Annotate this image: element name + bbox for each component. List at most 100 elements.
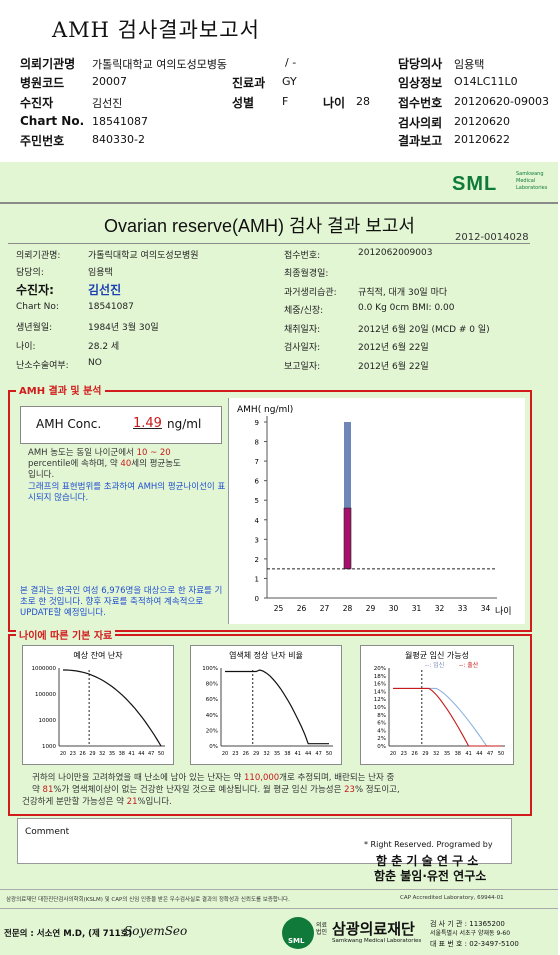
basic-summary-text: 귀하의 나이만을 고려하였을 때 난소에 남아 있는 난자는 약 110,000…: [22, 772, 522, 808]
amh-text: AMH 농도는 동일 나이군에서: [28, 448, 134, 458]
x-tick-label: 32: [99, 751, 105, 757]
comment-box: Comment: [17, 818, 512, 864]
y-tick-label: 12%: [374, 697, 386, 703]
y-tick-label: 14%: [374, 689, 386, 695]
lab-license: 검 사 기 관 : 11365200: [430, 920, 505, 928]
x-tick-label: 29: [422, 751, 428, 757]
y-tick-label: 8: [255, 439, 259, 447]
normal-chromosome-curve: [225, 669, 329, 745]
chart-title: 염색체 정상 난자 비율: [229, 650, 303, 660]
report-header-title: AMH 검사결과보고서: [52, 18, 260, 42]
info-value: 0.0 Kg 0cm BMI: 0.00: [358, 303, 455, 313]
x-tick-label: 47: [148, 751, 154, 757]
header-value: 18541087: [92, 115, 148, 128]
x-tick-label: 23: [232, 751, 238, 757]
x-axis-label: 나이: [495, 606, 512, 617]
header-value: 28: [356, 95, 370, 108]
amh-average-age: 40: [120, 459, 132, 469]
y-tick-label: 80%: [206, 682, 218, 688]
y-tick-label: 100000: [35, 692, 56, 698]
amh-percentile-text: AMH 농도는 동일 나이군에서 10 ~ 20 percentile에 속하며…: [28, 448, 228, 481]
x-tick-label: 31: [412, 604, 422, 613]
patient-amh-bar: [343, 507, 352, 570]
x-tick-label: 50: [326, 751, 332, 757]
x-tick-label: 38: [284, 751, 290, 757]
summary-text: %입니다.: [137, 797, 172, 807]
summary-text: 귀하의 나이만을 고려하였을 때 난소에 남아 있는 난자는 약: [32, 773, 242, 783]
header-key: 성별: [232, 96, 255, 110]
rights-text: * Right Reserved. Programed by: [364, 840, 493, 849]
doctor-signature: SoyemSeo: [124, 924, 188, 938]
y-tick-label: 2%: [377, 736, 386, 742]
header-value: 김선진: [92, 97, 123, 110]
remaining-eggs-count: 110,000: [244, 773, 280, 783]
info-value: 가톨릭대학교 여의도성모병원: [88, 251, 199, 261]
pregnancy-probability-chart: 월평균 임신 가능성 20% 18% 16%14% 12% 10% 8% 6%4% 2% 0% 20…: [374, 650, 505, 757]
x-tick-label: 28: [343, 604, 353, 613]
y-tick-label: 2: [255, 556, 259, 564]
amh-concentration-box: AMH Conc. 1.49 ng/ml: [20, 406, 222, 444]
chart-title: 월평균 임신 가능성: [405, 650, 469, 660]
info-key: 나이:: [16, 342, 36, 352]
info-value: 2012년 6월 20일 (MCD # 0 일): [358, 325, 490, 335]
y-tick-label: 9: [255, 419, 259, 427]
info-key: 담당의:: [16, 268, 44, 278]
header-value: 20120622: [454, 133, 510, 146]
x-tick-label: 38: [455, 751, 461, 757]
org-prefix: 의료 법인: [316, 922, 328, 936]
header-key: 결과보고: [398, 134, 443, 148]
x-tick-label: 47: [487, 751, 493, 757]
mini-chart-eggs: 예상 잔여 난자 1000000 100000 10000 1000 20 23 26 29 32…: [22, 645, 174, 765]
info-key: 최종월경일:: [284, 269, 329, 279]
y-tick-label: 3: [255, 536, 259, 544]
amh-data-note: 본 결과는 한국인 여성 6,976명을 대상으로 한 자료를 기초로 한 것입…: [20, 586, 223, 618]
y-tick-label: 1000000: [32, 666, 57, 672]
y-tick-label: 10%: [374, 705, 386, 711]
y-tick-label: 1: [255, 575, 259, 583]
x-tick-label: 44: [476, 751, 482, 757]
x-tick-label: 26: [79, 751, 85, 757]
x-tick-label: 32: [433, 751, 439, 757]
header-value: 20120620: [454, 115, 510, 128]
y-tick-label: 0%: [377, 744, 386, 750]
x-tick-label: 47: [315, 751, 321, 757]
amh-conc-value: 1.49: [133, 416, 162, 431]
legend-pregnancy: --: 임신: [425, 661, 444, 669]
x-tick-label: 41: [295, 751, 301, 757]
x-tick-label: 25: [274, 604, 284, 613]
lab-address: 서울특별시 서초구 양재동 9-60: [430, 930, 511, 937]
header-value: 가톨릭대학교 여의도성모병동: [92, 58, 228, 71]
lab-phone: 대 표 번 호 : 02-3497-5100: [430, 940, 519, 948]
legend-delivery: --: 출산: [459, 661, 479, 669]
lab-name-2: 함춘 불임·유전 연구소: [374, 869, 487, 883]
header-key: 진료과: [232, 76, 266, 90]
sml-logo-subtitle: Samkwang Medical Laboratories: [516, 171, 548, 191]
pregnancy-curve: [393, 687, 501, 747]
y-tick-label: 40%: [206, 713, 218, 719]
reference-range-bar: [344, 422, 351, 509]
x-tick-label: 27: [320, 604, 330, 613]
x-tick-label: 30: [389, 604, 399, 613]
header-value: O14LC11L0: [454, 75, 518, 88]
summary-text: 건강하게 분만할 가능성은 약: [22, 797, 124, 807]
header-value: 임용택: [454, 58, 485, 71]
divider: [0, 202, 558, 204]
info-key: 채취일자:: [284, 325, 321, 335]
amh-graph-note: 그래프의 표현범위를 초과하여 AMH의 평균나이선이 표시되지 않습니다.: [28, 482, 226, 503]
info-value: 1984년 3월 30일: [88, 323, 159, 333]
y-tick-label: 20%: [374, 666, 386, 672]
amh-conc-label: AMH Conc.: [36, 417, 102, 431]
info-value: NO: [88, 358, 102, 368]
x-tick-label: 20: [222, 751, 228, 757]
y-tick-label: 1000: [42, 744, 56, 750]
normal-egg-percent: 81: [42, 785, 54, 795]
header-key: 수진자: [20, 96, 54, 110]
y-tick-label: 18%: [374, 674, 386, 680]
x-tick-label: 35: [444, 751, 450, 757]
lab-name-1: 함 춘 기 술 연 구 소: [376, 854, 479, 868]
x-tick-label: 44: [305, 751, 311, 757]
header-value: 840330-2: [92, 133, 145, 146]
header-key: 검사의뢰: [398, 116, 443, 130]
x-tick-label: 26: [297, 604, 307, 613]
y-tick-label: 4%: [377, 728, 386, 734]
